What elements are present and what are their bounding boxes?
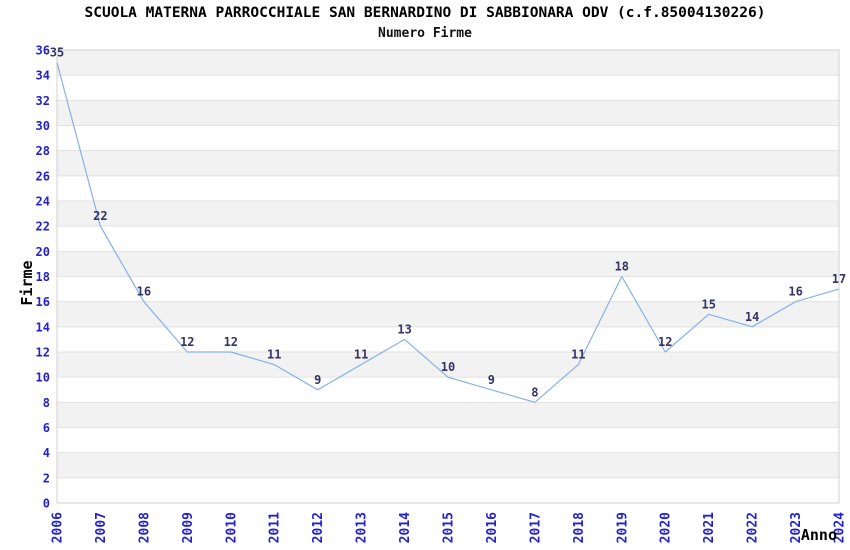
x-tick-label: 2015 <box>442 512 457 543</box>
x-tick-label: 2011 <box>268 512 283 543</box>
grid-band <box>57 100 839 126</box>
plot-border <box>56 49 840 504</box>
y-tick-label: 12 <box>36 346 50 360</box>
y-tick-label: 4 <box>43 446 50 460</box>
chart-subtitle: Numero Firme <box>378 26 472 41</box>
data-label: 11 <box>267 348 281 362</box>
data-label: 35 <box>50 46 64 60</box>
y-tick-label: 2 <box>43 471 50 485</box>
x-tick-label: 2019 <box>615 512 630 543</box>
y-tick-label: 36 <box>36 44 50 58</box>
x-tick-label: 2022 <box>746 512 761 543</box>
grid-band <box>57 201 839 227</box>
x-tick-label: 2018 <box>572 512 587 543</box>
x-tick-label: 2021 <box>702 512 717 543</box>
x-tick-label: 2016 <box>485 512 500 543</box>
chart-title: SCUOLA MATERNA PARROCCHIALE SAN BERNARDI… <box>84 5 766 21</box>
x-tick-label: 2017 <box>528 512 543 543</box>
data-label: 15 <box>701 297 715 311</box>
x-tick-label: 2023 <box>789 512 804 543</box>
data-label: 13 <box>397 322 411 336</box>
y-tick-label: 30 <box>36 119 50 133</box>
data-label: 22 <box>93 209 107 223</box>
y-axis-title: Firme <box>18 260 36 305</box>
grid-band <box>57 150 839 176</box>
y-tick-label: 16 <box>36 295 50 309</box>
data-line <box>56 62 840 403</box>
data-label: 16 <box>788 285 802 299</box>
y-tick-label: 32 <box>36 94 50 108</box>
y-tick-label: 26 <box>36 169 50 183</box>
grid-band <box>57 452 839 478</box>
y-tick-label: 0 <box>43 497 50 511</box>
y-tick-label: 28 <box>36 144 50 158</box>
data-label: 8 <box>531 385 538 399</box>
y-tick-label: 18 <box>36 270 50 284</box>
data-label: 12 <box>658 335 672 349</box>
data-label: 12 <box>224 335 238 349</box>
data-label: 17 <box>832 272 846 286</box>
data-label: 16 <box>137 285 151 299</box>
x-tick-label: 2007 <box>94 512 109 543</box>
x-tick-label: 2012 <box>311 512 326 543</box>
x-tick-label: 2010 <box>224 512 239 543</box>
data-label: 14 <box>745 310 759 324</box>
y-tick-label: 24 <box>36 195 50 209</box>
y-tick-label: 10 <box>36 371 50 385</box>
x-tick-label: 2020 <box>659 512 674 543</box>
data-label: 9 <box>488 373 495 387</box>
grid-band <box>57 301 839 327</box>
data-label: 10 <box>441 360 455 374</box>
grid-band <box>57 50 839 76</box>
x-tick-label: 2014 <box>398 512 413 543</box>
x-tick-label: 2008 <box>137 512 152 543</box>
grid-band <box>57 352 839 378</box>
x-tick-label: 2009 <box>181 512 196 543</box>
x-tick-label: 2024 <box>833 512 848 543</box>
x-tick-label: 2013 <box>355 512 370 543</box>
y-tick-label: 34 <box>36 69 50 83</box>
x-axis-title: Anno <box>801 526 837 544</box>
grid-band <box>57 402 839 428</box>
y-tick-label: 22 <box>36 220 50 234</box>
data-label: 11 <box>571 348 585 362</box>
y-tick-label: 8 <box>43 396 50 410</box>
data-label: 12 <box>180 335 194 349</box>
y-tick-label: 20 <box>36 245 50 259</box>
data-label: 11 <box>354 348 368 362</box>
grid-band <box>57 251 839 277</box>
data-label: 9 <box>314 373 321 387</box>
data-label: 18 <box>615 260 629 274</box>
x-tick-label: 2006 <box>51 512 66 543</box>
y-tick-label: 6 <box>43 421 50 435</box>
y-tick-label: 14 <box>36 320 50 334</box>
